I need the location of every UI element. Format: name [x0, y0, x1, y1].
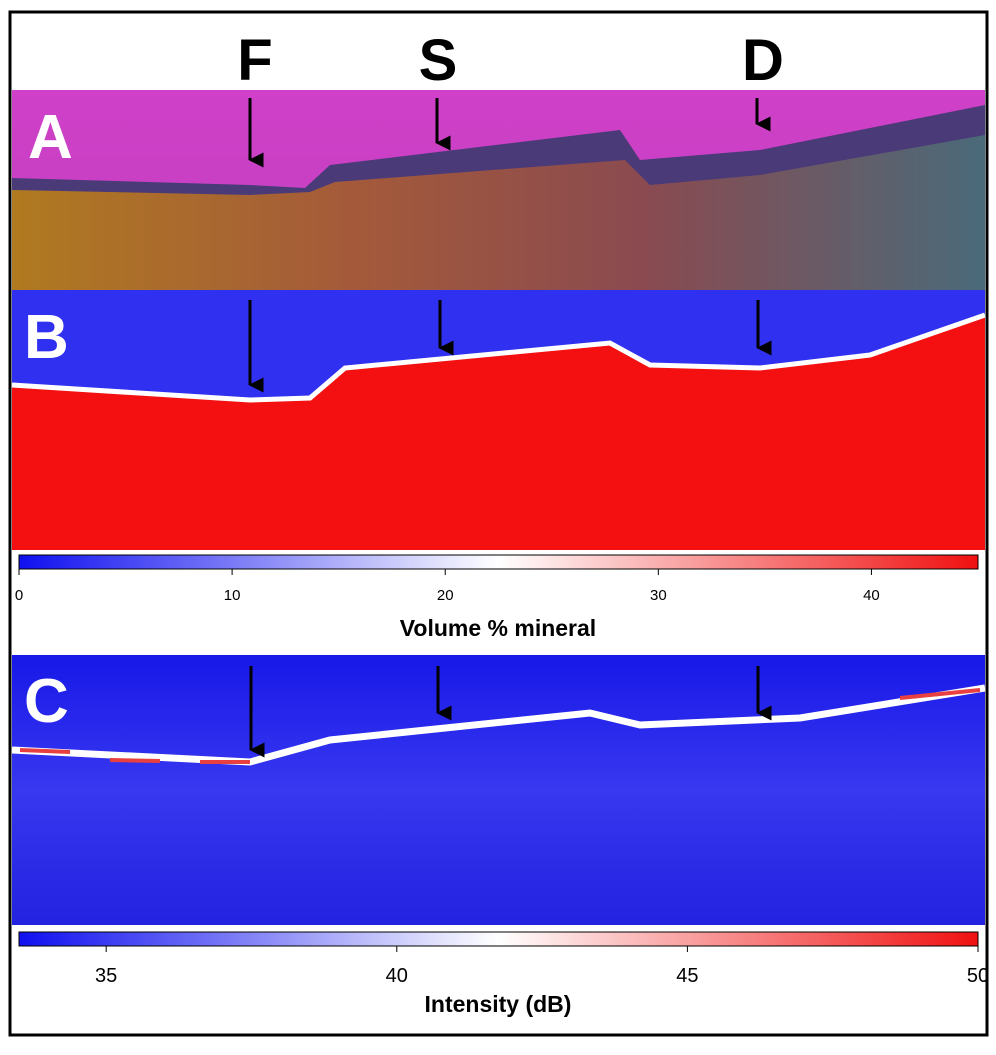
colorbar-tick-label: 35 [95, 965, 117, 987]
colorbar-tick-label: 45 [676, 965, 698, 987]
colorbar-tick-label: 0 [15, 587, 23, 604]
panel-c-image [11, 655, 986, 925]
position-label: F [237, 28, 272, 93]
colorbar-tick-label: 50 [967, 965, 989, 987]
panel-label: B [24, 303, 69, 372]
position-label: D [742, 28, 784, 93]
colorbar-title: Volume % mineral [400, 615, 596, 641]
colorbar-title: Intensity (dB) [425, 991, 572, 1017]
panel-label: C [24, 667, 69, 736]
colorbar-tick-label: 40 [386, 965, 408, 987]
colorbar [18, 554, 979, 570]
arrows [248, 98, 772, 758]
colorbar-tick-label: 40 [863, 587, 880, 604]
colorbar-tick-label: 30 [650, 587, 667, 604]
panel-a-image [12, 90, 985, 290]
colorbar-tick-label: 20 [437, 587, 454, 604]
position-label: S [419, 28, 458, 93]
panel-label: A [28, 103, 73, 172]
colorbar [18, 931, 979, 947]
panel-b-image [11, 290, 986, 550]
colorbar-tick-label: 10 [224, 587, 241, 604]
